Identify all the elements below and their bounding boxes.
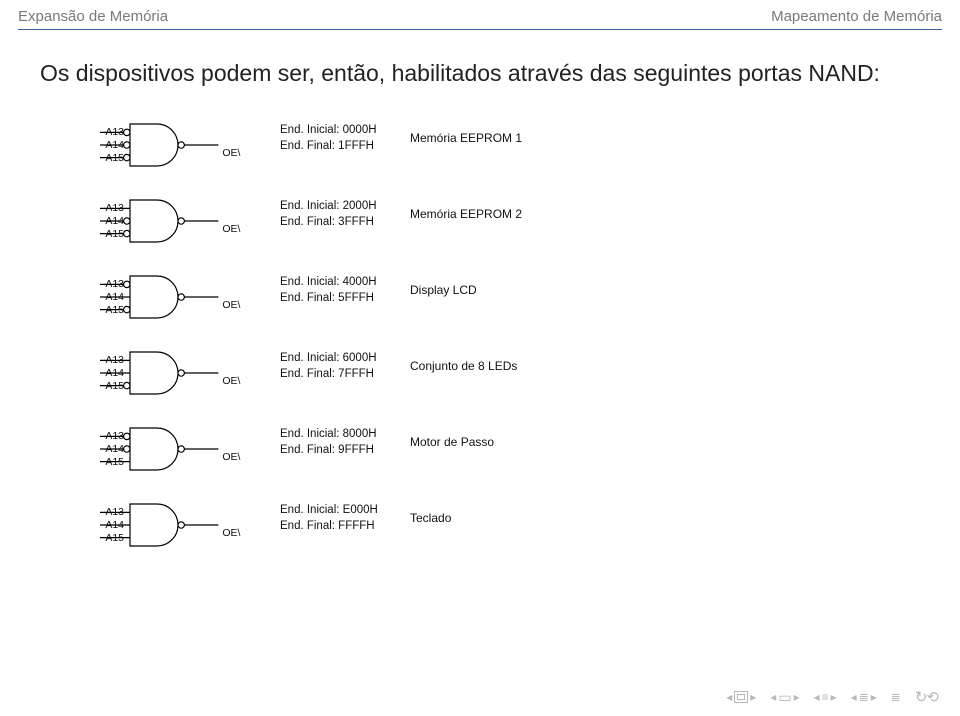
gate-1-addr-init: End. Inicial: 2000H bbox=[280, 199, 377, 215]
gate-5-addr-init: End. Inicial: E000H bbox=[280, 503, 378, 519]
gate-1-oe-label: OE\ bbox=[222, 223, 240, 235]
nav-slide[interactable]: ◂▸ bbox=[726, 690, 756, 704]
nand-gate-4 bbox=[90, 413, 290, 485]
gate-1-device-name: Memória EEPROM 2 bbox=[410, 207, 522, 221]
nav-frame[interactable]: ◂▭▸ bbox=[770, 689, 799, 706]
nav-reset-icon[interactable]: ↻⟲ bbox=[915, 688, 938, 706]
header-right: Mapeamento de Memória bbox=[771, 8, 942, 25]
gate-4-device-name: Motor de Passo bbox=[410, 435, 494, 449]
gate-row-2: A13A14A15OE\End. Inicial: 4000HEnd. Fina… bbox=[90, 261, 960, 333]
gate-row-0: A13A14A15OE\End. Inicial: 0000HEnd. Fina… bbox=[90, 109, 960, 181]
gate-4-addr-range: End. Inicial: 8000HEnd. Final: 9FFFH bbox=[280, 427, 377, 458]
nav-subsect[interactable]: ◂≡▸ bbox=[814, 690, 837, 704]
nand-gate-5 bbox=[90, 489, 290, 561]
gate-3-addr-fin: End. Final: 7FFFH bbox=[280, 367, 377, 383]
gate-2-addr-range: End. Inicial: 4000HEnd. Final: 5FFFH bbox=[280, 275, 377, 306]
gate-5-oe-label: OE\ bbox=[222, 527, 240, 539]
gate-2-addr-fin: End. Final: 5FFFH bbox=[280, 291, 377, 307]
nand-gate-2 bbox=[90, 261, 290, 333]
intro-text: Os dispositivos podem ser, então, habili… bbox=[0, 58, 960, 109]
nav-sect[interactable]: ◂≣▸ bbox=[851, 690, 877, 704]
gate-3-addr-range: End. Inicial: 6000HEnd. Final: 7FFFH bbox=[280, 351, 377, 382]
nand-gate-0 bbox=[90, 109, 290, 181]
gates-diagram: A13A14A15OE\End. Inicial: 0000HEnd. Fina… bbox=[0, 109, 960, 561]
gate-5-addr-range: End. Inicial: E000HEnd. Final: FFFFH bbox=[280, 503, 378, 534]
gate-3-oe-label: OE\ bbox=[222, 375, 240, 387]
nand-gate-1 bbox=[90, 185, 290, 257]
gate-0-device-name: Memória EEPROM 1 bbox=[410, 131, 522, 145]
gate-3-addr-init: End. Inicial: 6000H bbox=[280, 351, 377, 367]
nav-goto[interactable]: ≣ bbox=[891, 690, 901, 704]
header-rule bbox=[18, 29, 942, 30]
gate-0-addr-init: End. Inicial: 0000H bbox=[280, 123, 377, 139]
gate-4-oe-label: OE\ bbox=[222, 451, 240, 463]
gate-4-addr-fin: End. Final: 9FFFH bbox=[280, 443, 377, 459]
gate-1-addr-range: End. Inicial: 2000HEnd. Final: 3FFFH bbox=[280, 199, 377, 230]
gate-0-addr-fin: End. Final: 1FFFH bbox=[280, 139, 377, 155]
gate-0-oe-label: OE\ bbox=[222, 147, 240, 159]
gate-2-device-name: Display LCD bbox=[410, 283, 477, 297]
header-left: Expansão de Memória bbox=[18, 8, 168, 25]
gate-row-3: A13A14A15OE\End. Inicial: 6000HEnd. Fina… bbox=[90, 337, 960, 409]
gate-2-addr-init: End. Inicial: 4000H bbox=[280, 275, 377, 291]
gate-0-addr-range: End. Inicial: 0000HEnd. Final: 1FFFH bbox=[280, 123, 377, 154]
gate-row-1: A13A14A15OE\End. Inicial: 2000HEnd. Fina… bbox=[90, 185, 960, 257]
nand-gate-3 bbox=[90, 337, 290, 409]
gate-1-addr-fin: End. Final: 3FFFH bbox=[280, 215, 377, 231]
gate-5-device-name: Teclado bbox=[410, 511, 451, 525]
gate-3-device-name: Conjunto de 8 LEDs bbox=[410, 359, 517, 373]
footer-nav: ◂▸ ◂▭▸ ◂≡▸ ◂≣▸ ≣ ↻⟲ bbox=[726, 688, 938, 706]
gate-4-addr-init: End. Inicial: 8000H bbox=[280, 427, 377, 443]
gate-row-4: A13A14A15OE\End. Inicial: 8000HEnd. Fina… bbox=[90, 413, 960, 485]
gate-row-5: A13A14A15OE\End. Inicial: E000HEnd. Fina… bbox=[90, 489, 960, 561]
gate-5-addr-fin: End. Final: FFFFH bbox=[280, 519, 378, 535]
gate-2-oe-label: OE\ bbox=[222, 299, 240, 311]
